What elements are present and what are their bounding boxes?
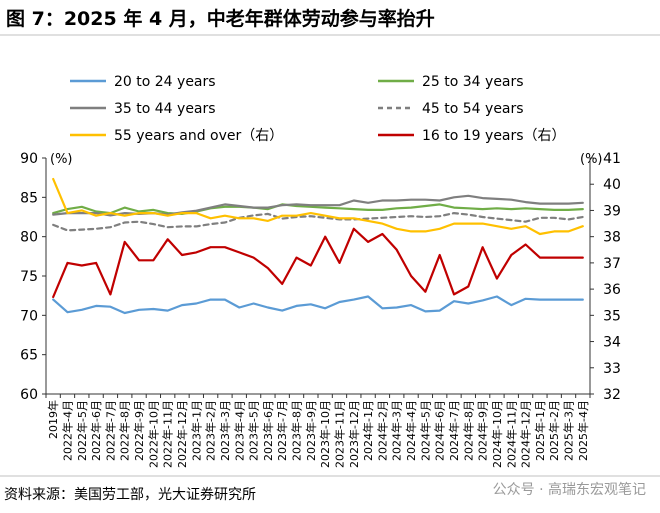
x-axis-tick-label: 2023年-9月 <box>304 400 318 461</box>
right-axis-tick-label: 37 <box>603 256 621 272</box>
x-axis-tick-label: 2024年-2月 <box>375 400 389 461</box>
x-axis-tick-label: 2025年-4月 <box>576 400 590 461</box>
x-axis-tick-label: 2023年-5月 <box>247 400 261 461</box>
left-axis-tick-label: 65 <box>20 348 38 364</box>
x-axis-tick-label: 2019年 <box>46 400 60 439</box>
legend-label: 55 years and over（右） <box>114 128 283 144</box>
x-axis-tick-label: 2022年-8月 <box>118 400 132 461</box>
x-axis-tick-label: 2025年-2月 <box>547 400 561 461</box>
axes: 60 65 70 75 80 85 90 32 33 34 35 36 37 38 39 40 41 <box>20 151 621 403</box>
x-axis-tick-label: 2024年-12月 <box>519 400 533 468</box>
x-axis-tick-label: 2024年-5月 <box>418 400 432 461</box>
x-axis-tick-label: 2023年-8月 <box>290 400 304 461</box>
right-axis-tick-label: 40 <box>603 177 621 193</box>
series-line <box>52 203 584 215</box>
right-axis-tick-label: 38 <box>603 230 621 246</box>
series-line <box>52 194 584 217</box>
x-axis-tick-label: 2025年-1月 <box>533 400 547 461</box>
legend: 20 to 24 years 25 to 34 years 35 to 44 yea… <box>70 74 566 144</box>
series-line <box>52 177 584 236</box>
footer-divider <box>0 475 660 477</box>
series-line <box>52 212 584 232</box>
x-axis-tick-label: 2022年-12月 <box>175 400 189 468</box>
x-axis-tick-label: 2023年-12月 <box>347 400 361 468</box>
x-axis-tick-label: 2023年-6月 <box>261 400 275 461</box>
left-axis-tick-label: 60 <box>20 387 38 403</box>
x-axis-tick-label: 2023年-1月 <box>189 400 203 461</box>
x-axis-tick-label: 2022年-9月 <box>132 400 146 461</box>
left-axis-tick-label: 85 <box>20 190 38 206</box>
left-axis-tick-label: 80 <box>20 230 38 246</box>
x-axis-tick-label: 2024年-1月 <box>361 400 375 461</box>
x-axis-tick-label: 2024年-8月 <box>461 400 475 461</box>
x-axis-tick-label: 2024年-10月 <box>490 400 504 468</box>
series-line <box>52 295 584 315</box>
x-axis-tick-label: 2022年-6月 <box>89 400 103 461</box>
legend-label: 45 to 54 years <box>422 101 524 117</box>
right-axis-tick-label: 36 <box>603 282 621 298</box>
line-chart: 20 to 24 years 25 to 34 years 35 to 44 yea… <box>20 74 621 468</box>
x-axis-tick-label: 2022年-4月 <box>60 400 74 461</box>
x-axis-tick-label: 2024年-11月 <box>504 400 518 468</box>
x-axis-tick-label: 2024年-7月 <box>447 400 461 461</box>
x-axis-tick-label: 2024年-4月 <box>404 400 418 461</box>
x-axis-tick-label: 2024年-6月 <box>433 400 447 461</box>
x-axis-labels: 2019年 2022年-4月 2022年-5月 2022年-6月 2022年-7月 202… <box>46 400 590 468</box>
x-axis-tick-label: 2024年-3月 <box>390 400 404 461</box>
right-axis-tick-label: 34 <box>603 335 621 351</box>
x-axis-tick-label: 2023年-10月 <box>318 400 332 468</box>
right-axis-unit: (%) <box>580 152 603 167</box>
x-axis-tick-label: 2022年-10月 <box>146 400 160 468</box>
source-note: 资料来源：美国劳工部，光大证券研究所 <box>4 487 256 503</box>
x-axis-tick-label: 2023年-7月 <box>275 400 289 461</box>
right-axis-tick-label: 39 <box>603 203 621 219</box>
x-axis-tick-label: 2023年-3月 <box>218 400 232 461</box>
left-axis-tick-label: 90 <box>20 151 38 167</box>
x-axis-tick-label: 2022年-7月 <box>103 400 117 461</box>
legend-label: 25 to 34 years <box>422 74 524 90</box>
plot-area <box>52 177 584 315</box>
right-axis-tick-label: 33 <box>603 361 621 377</box>
legend-label: 16 to 19 years（右） <box>422 128 566 144</box>
series-line <box>52 227 584 299</box>
x-axis-tick-label: 2022年-5月 <box>75 400 89 461</box>
legend-label: 35 to 44 years <box>114 101 216 117</box>
x-axis-tick-label: 2023年-11月 <box>332 400 346 468</box>
left-axis-tick-label: 70 <box>20 308 38 324</box>
right-axis-tick-label: 41 <box>603 151 621 167</box>
figure-title: 图 7：2025 年 4 月，中老年群体劳动参与率抬升 <box>6 8 435 30</box>
legend-label: 20 to 24 years <box>114 74 216 90</box>
x-axis-tick-label: 2023年-2月 <box>204 400 218 461</box>
right-axis-tick-label: 35 <box>603 308 621 324</box>
right-axis-tick-label: 32 <box>603 387 621 403</box>
left-axis-unit: (%) <box>50 152 73 167</box>
left-axis-tick-label: 75 <box>20 269 38 285</box>
x-axis-tick-label: 2023年-4月 <box>232 400 246 461</box>
x-axis-tick-label: 2024年-9月 <box>476 400 490 461</box>
x-axis-tick-label: 2022年-11月 <box>161 400 175 468</box>
x-axis-tick-label: 2025年-3月 <box>562 400 576 461</box>
watermark: 公众号 · 高瑞东宏观笔记 <box>492 482 646 498</box>
title-divider <box>0 34 660 36</box>
